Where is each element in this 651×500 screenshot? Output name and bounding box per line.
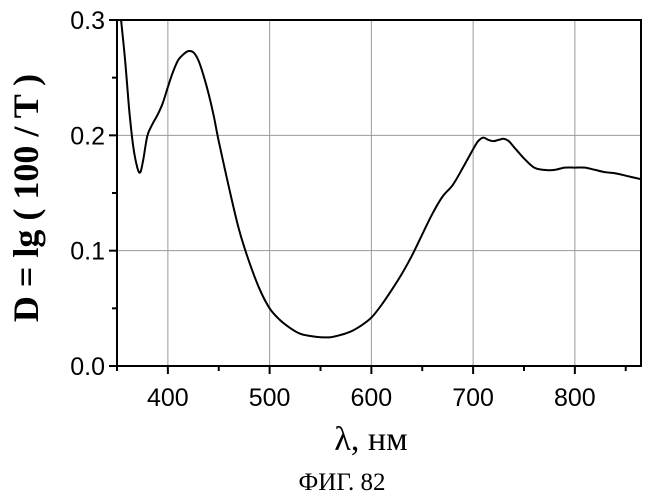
x-tick-labels: 400 500 600 700 800 [147,384,596,412]
y-tick-label: 0.0 [70,353,105,381]
x-tick-label: 800 [554,384,596,412]
y-tick-label: 0.1 [70,238,105,266]
x-tick-label: 600 [351,384,393,412]
y-tick-label: 0.2 [70,122,105,150]
y-tick-labels: 0.0 0.1 0.2 0.3 [70,7,105,381]
plot-frame [117,20,641,366]
y-tick-label: 0.3 [70,7,105,35]
y-axis-title: D = lg ( 100 / T ) [6,74,46,322]
x-tick-label: 500 [249,384,291,412]
x-tick-label: 700 [452,384,494,412]
grid-lines [117,20,641,366]
absorbance-curve [121,20,641,337]
figure-caption: ФИГ. 82 [299,469,386,496]
x-tick-label: 400 [147,384,189,412]
x-axis-title: λ, нм [334,421,407,458]
